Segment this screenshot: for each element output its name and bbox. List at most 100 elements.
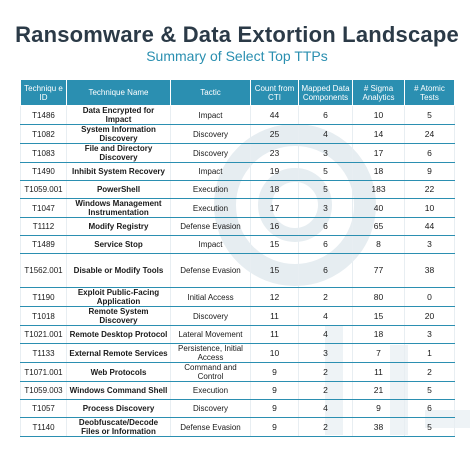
cell-data-components: 3: [298, 143, 353, 163]
cell-count: 9: [250, 417, 299, 437]
cell-technique-name: Remote System Discovery: [66, 306, 171, 326]
cell-atomic: 10: [404, 198, 455, 218]
column-header-tactic: Tactic: [170, 79, 251, 106]
cell-technique-name: Windows Command Shell: [66, 381, 171, 400]
cell-atomic: 20: [404, 306, 455, 326]
cell-technique-id: T1059.001: [20, 180, 67, 199]
cell-data-components: 3: [298, 198, 353, 218]
cell-data-components: 4: [298, 306, 353, 326]
cell-tactic: Execution: [170, 180, 251, 199]
cell-atomic: 1: [404, 343, 455, 363]
cell-atomic: 44: [404, 217, 455, 236]
table-row: T1021.001 Remote Desktop Protocol Latera…: [20, 325, 455, 344]
cell-data-components: 6: [298, 217, 353, 236]
cell-technique-id: T1047: [20, 198, 67, 218]
cell-technique-id: T1486: [20, 105, 67, 125]
cell-technique-id: T1082: [20, 124, 67, 144]
cell-sigma: 10: [352, 105, 405, 125]
cell-count: 23: [250, 143, 299, 163]
cell-technique-name: Remote Desktop Protocol: [66, 325, 171, 344]
cell-data-components: 5: [298, 162, 353, 181]
cell-tactic: Impact: [170, 162, 251, 181]
cell-technique-name: Deobfuscate/Decode Files or Information: [66, 417, 171, 437]
table-row: T1140 Deobfuscate/Decode Files or Inform…: [20, 417, 455, 437]
cell-technique-name: Exploit Public-Facing Application: [66, 287, 171, 307]
page-subtitle: Summary of Select Top TTPs: [146, 48, 328, 64]
cell-sigma: 11: [352, 362, 405, 382]
cell-tactic: Execution: [170, 381, 251, 400]
cell-count: 18: [250, 180, 299, 199]
cell-count: 15: [250, 253, 299, 288]
cell-technique-id: T1021.001: [20, 325, 67, 344]
cell-technique-name: External Remote Services: [66, 343, 171, 363]
page-title: Ransomware & Data Extortion Landscape: [15, 22, 459, 47]
table-header-row: Techniqu e ID Technique Name Tactic Coun…: [20, 79, 455, 106]
cell-technique-id: T1140: [20, 417, 67, 437]
cell-tactic: Persistence, Initial Access: [170, 343, 251, 363]
cell-data-components: 4: [298, 124, 353, 144]
table-row: T1133 External Remote Services Persisten…: [20, 343, 455, 363]
cell-data-components: 4: [298, 399, 353, 418]
cell-technique-id: T1112: [20, 217, 67, 236]
table-row: T1047 Windows Management Instrumentation…: [20, 198, 455, 218]
cell-count: 11: [250, 325, 299, 344]
cell-atomic: 5: [404, 381, 455, 400]
cell-data-components: 4: [298, 325, 353, 344]
cell-tactic: Discovery: [170, 306, 251, 326]
cell-sigma: 183: [352, 180, 405, 199]
cell-atomic: 24: [404, 124, 455, 144]
column-header-technique-id: Techniqu e ID: [20, 79, 67, 106]
column-header-atomic: # Atomic Tests: [404, 79, 455, 106]
cell-sigma: 40: [352, 198, 405, 218]
cell-technique-id: T1057: [20, 399, 67, 418]
cell-count: 25: [250, 124, 299, 144]
cell-sigma: 21: [352, 381, 405, 400]
cell-data-components: 6: [298, 253, 353, 288]
table-row: T1059.003 Windows Command Shell Executio…: [20, 381, 455, 400]
cell-atomic: 6: [404, 399, 455, 418]
table-row: T1071.001 Web Protocols Command and Cont…: [20, 362, 455, 382]
cell-count: 44: [250, 105, 299, 125]
cell-atomic: 9: [404, 162, 455, 181]
cell-technique-name: File and Directory Discovery: [66, 143, 171, 163]
cell-atomic: 5: [404, 105, 455, 125]
cell-technique-id: T1489: [20, 235, 67, 254]
cell-count: 19: [250, 162, 299, 181]
column-header-count: Count from CTI: [250, 79, 299, 106]
cell-count: 9: [250, 362, 299, 382]
table-row: T1490 Inhibit System Recovery Impact 19 …: [20, 162, 455, 181]
table-row: T1489 Service Stop Impact 15 6 8 3: [20, 235, 455, 254]
column-header-sigma: # Sigma Analytics: [352, 79, 405, 106]
cell-tactic: Impact: [170, 105, 251, 125]
cell-sigma: 8: [352, 235, 405, 254]
cell-count: 10: [250, 343, 299, 363]
table-row: T1059.001 PowerShell Execution 18 5 183 …: [20, 180, 455, 199]
cell-sigma: 14: [352, 124, 405, 144]
cell-technique-id: T1190: [20, 287, 67, 307]
cell-data-components: 6: [298, 235, 353, 254]
cell-tactic: Lateral Movement: [170, 325, 251, 344]
cell-atomic: 3: [404, 235, 455, 254]
cell-technique-id: T1490: [20, 162, 67, 181]
table-row: T1057 Process Discovery Discovery 9 4 9 …: [20, 399, 455, 418]
cell-data-components: 6: [298, 105, 353, 125]
cell-sigma: 15: [352, 306, 405, 326]
cell-tactic: Defense Evasion: [170, 417, 251, 437]
cell-data-components: 2: [298, 417, 353, 437]
cell-count: 17: [250, 198, 299, 218]
table-row: T1562.001 Disable or Modify Tools Defens…: [20, 253, 455, 288]
table-row: T1112 Modify Registry Defense Evasion 16…: [20, 217, 455, 236]
table-row: T1486 Data Encrypted for Impact Impact 4…: [20, 105, 455, 125]
cell-technique-name: Data Encrypted for Impact: [66, 105, 171, 125]
cell-technique-id: T1133: [20, 343, 67, 363]
cell-sigma: 18: [352, 162, 405, 181]
cell-atomic: 22: [404, 180, 455, 199]
table-row: T1083 File and Directory Discovery Disco…: [20, 143, 455, 163]
table-row: T1190 Exploit Public-Facing Application …: [20, 287, 455, 307]
cell-tactic: Execution: [170, 198, 251, 218]
cell-data-components: 3: [298, 343, 353, 363]
cell-tactic: Discovery: [170, 124, 251, 144]
cell-data-components: 2: [298, 362, 353, 382]
column-header-data-components: Mapped Data Components: [298, 79, 353, 106]
cell-technique-id: T1018: [20, 306, 67, 326]
